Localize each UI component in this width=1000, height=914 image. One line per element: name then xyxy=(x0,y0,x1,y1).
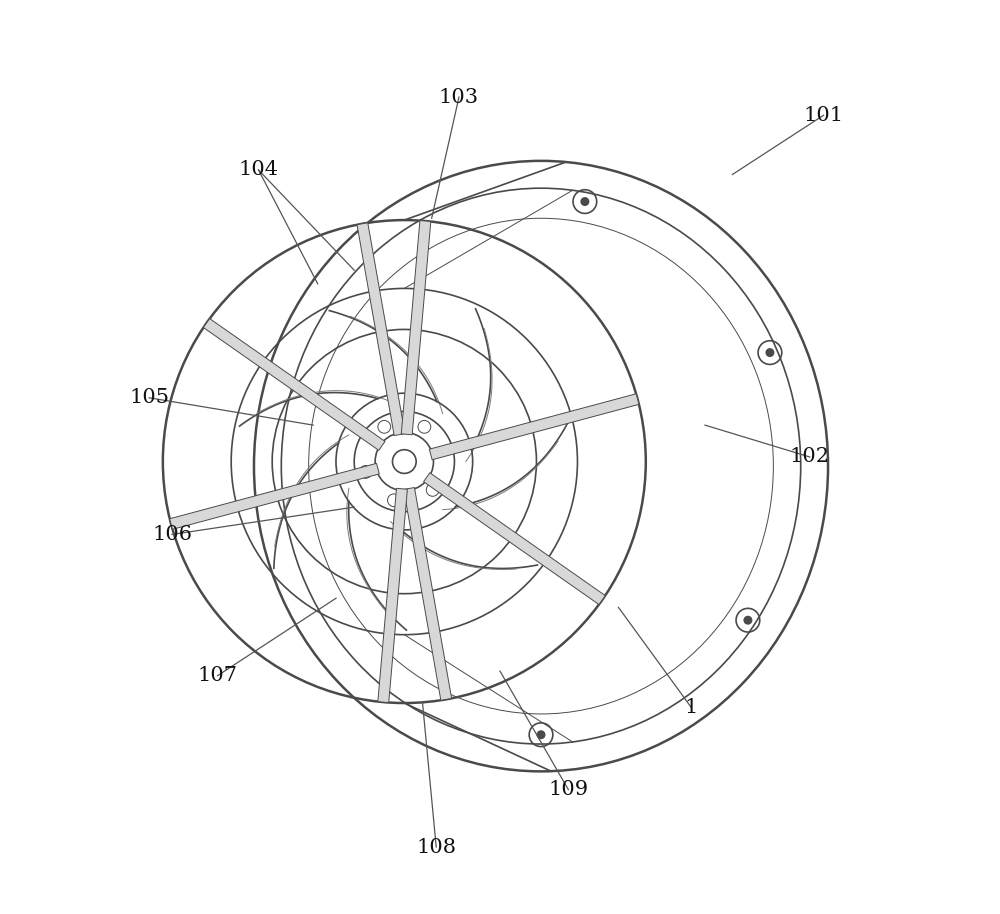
Polygon shape xyxy=(357,223,405,436)
Text: 105: 105 xyxy=(129,388,169,408)
Text: 103: 103 xyxy=(439,88,479,107)
Polygon shape xyxy=(378,488,407,703)
Text: 109: 109 xyxy=(548,780,588,799)
Polygon shape xyxy=(424,473,605,604)
Polygon shape xyxy=(429,394,639,460)
Polygon shape xyxy=(170,463,379,529)
Text: 102: 102 xyxy=(790,448,830,466)
Circle shape xyxy=(766,349,774,356)
Text: 108: 108 xyxy=(416,837,456,856)
Polygon shape xyxy=(404,487,452,700)
Text: 104: 104 xyxy=(239,161,279,179)
Polygon shape xyxy=(203,319,385,451)
Circle shape xyxy=(537,731,545,739)
Text: 101: 101 xyxy=(803,106,844,125)
Text: 107: 107 xyxy=(198,666,238,686)
Polygon shape xyxy=(401,220,431,435)
Circle shape xyxy=(744,617,752,624)
Text: 106: 106 xyxy=(152,525,192,544)
Circle shape xyxy=(581,198,589,206)
Text: 1: 1 xyxy=(685,698,698,717)
